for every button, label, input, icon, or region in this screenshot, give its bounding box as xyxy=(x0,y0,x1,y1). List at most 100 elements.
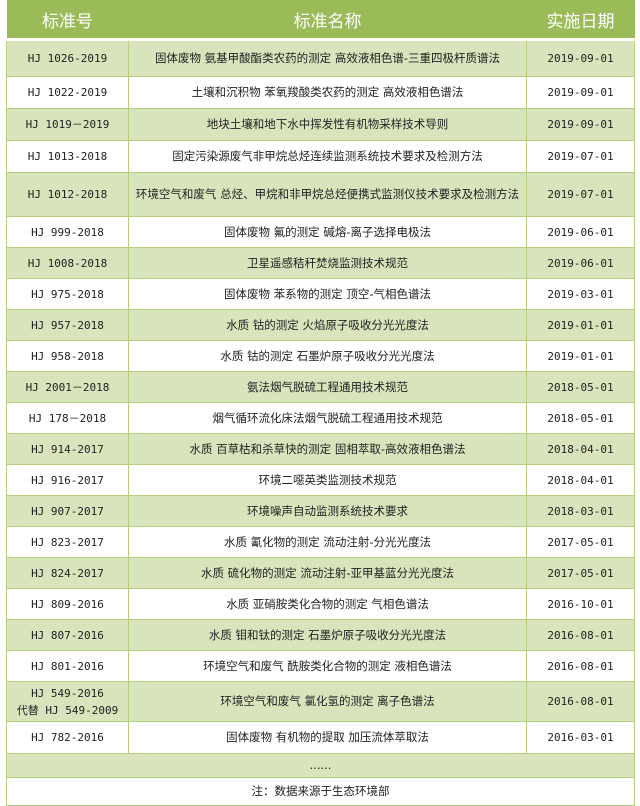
date-cell: 2019-06-01 xyxy=(526,247,635,279)
date-cell: 2019-01-01 xyxy=(526,340,635,372)
standard-code: HJ 916-2017 xyxy=(31,473,104,487)
code-cell: HJ 975-2018 xyxy=(6,278,129,310)
date-cell: 2018-04-01 xyxy=(526,433,635,465)
date-cell: 2018-04-01 xyxy=(526,464,635,496)
standard-code: HJ 1012-2018 xyxy=(27,188,108,201)
standard-code: HJ 999-2018 xyxy=(31,225,104,239)
code-cell: HJ 1022-2019 xyxy=(6,76,129,109)
table-row: HJ 824-2017 水质 硫化物的测定 流动注射-亚甲基蓝分光光度法 201… xyxy=(6,557,635,589)
name-cell: 水质 百草枯和杀草快的测定 固相萃取-高效液相色谱法 xyxy=(128,433,527,465)
table-row: HJ 1008-2018 卫星遥感秸秆焚烧监测技术规范 2019-06-01 xyxy=(6,247,635,279)
name-cell: 固体废物 氟的测定 碱熔-离子选择电极法 xyxy=(128,216,527,248)
standard-code: HJ 1022-2019 xyxy=(27,86,108,99)
standard-code: HJ 958-2018 xyxy=(31,349,104,363)
name-cell: 环境空气和废气 酰胺类化合物的测定 液相色谱法 xyxy=(128,650,527,682)
standards-table: 标准号 标准名称 实施日期 HJ 1026-2019 固体废物 氨基甲酸酯类农药… xyxy=(6,0,635,806)
table-row: HJ 1013-2018 固定污染源废气非甲烷总烃连续监测系统技术要求及检测方法… xyxy=(6,140,635,173)
table-row: HJ 1012-2018 环境空气和废气 总烃、甲烷和非甲烷总烃便携式监测仪技术… xyxy=(6,172,635,217)
table-row: HJ 1026-2019 固体废物 氨基甲酸酯类农药的测定 高效液相色谱-三重四… xyxy=(6,39,635,77)
header-code: 标准号 xyxy=(6,0,129,41)
code-cell: HJ 2001－2018 xyxy=(6,371,129,403)
name-cell: 环境空气和废气 总烃、甲烷和非甲烷总烃便携式监测仪技术要求及检测方法 xyxy=(128,172,527,217)
table-row: HJ 957-2018 水质 钴的测定 火焰原子吸收分光光度法 2019-01-… xyxy=(6,309,635,341)
date-cell: 2016-10-01 xyxy=(526,588,635,620)
code-cell: HJ 809-2016 xyxy=(6,588,129,620)
name-cell: 环境二噁英类监测技术规范 xyxy=(128,464,527,496)
name-cell: 水质 亚硝胺类化合物的测定 气相色谱法 xyxy=(128,588,527,620)
code-cell: HJ 999-2018 xyxy=(6,216,129,248)
code-cell: HJ 807-2016 xyxy=(6,619,129,651)
table-row: HJ 958-2018 水质 钴的测定 石墨炉原子吸收分光光度法 2019-01… xyxy=(6,340,635,372)
name-cell: 水质 氰化物的测定 流动注射-分光光度法 xyxy=(128,526,527,558)
date-cell: 2017-05-01 xyxy=(526,557,635,589)
table-row: HJ 1022-2019 土壤和沉积物 苯氧羧酸类农药的测定 高效液相色谱法 2… xyxy=(6,76,635,109)
table-row: HJ 549-2016 代替 HJ 549-2009 环境空气和废气 氯化氢的测定… xyxy=(6,681,635,722)
standard-code: HJ 549-2016 xyxy=(31,686,104,700)
name-cell: 地块土壤和地下水中挥发性有机物采样技术导则 xyxy=(128,108,527,141)
code-cell: HJ 907-2017 xyxy=(6,495,129,527)
name-cell: 固体废物 苯系物的测定 顶空-气相色谱法 xyxy=(128,278,527,310)
header-name: 标准名称 xyxy=(128,0,527,41)
code-cell: HJ 916-2017 xyxy=(6,464,129,496)
code-cell: HJ 1012-2018 xyxy=(6,172,129,217)
date-cell: 2016-03-01 xyxy=(526,721,635,754)
standard-code: HJ 975-2018 xyxy=(31,287,104,301)
date-cell: 2018-03-01 xyxy=(526,495,635,527)
standard-code: HJ 824-2017 xyxy=(31,566,104,580)
name-cell: 水质 钴的测定 火焰原子吸收分光光度法 xyxy=(128,309,527,341)
code-cell: HJ 549-2016 代替 HJ 549-2009 xyxy=(6,681,129,722)
standard-code: HJ 914-2017 xyxy=(31,442,104,456)
standard-code: HJ 782-2016 xyxy=(31,731,104,744)
source-note: 注：数据来源于生态环境部 xyxy=(6,777,635,806)
replaces-code: 代替 HJ 549-2009 xyxy=(16,703,119,717)
name-cell: 固体废物 有机物的提取 加压流体萃取法 xyxy=(128,721,527,754)
table-row: HJ 907-2017 环境噪声自动监测系统技术要求 2018-03-01 xyxy=(6,495,635,527)
date-cell: 2017-05-01 xyxy=(526,526,635,558)
standard-code: HJ 907-2017 xyxy=(31,504,104,518)
code-cell: HJ 1019－2019 xyxy=(6,108,129,141)
code-cell: HJ 801-2016 xyxy=(6,650,129,682)
date-cell: 2019-07-01 xyxy=(526,172,635,217)
name-cell: 环境噪声自动监测系统技术要求 xyxy=(128,495,527,527)
name-cell: 卫星遥感秸秆焚烧监测技术规范 xyxy=(128,247,527,279)
standard-code: HJ 801-2016 xyxy=(31,659,104,673)
standard-code: HJ 1013-2018 xyxy=(27,150,108,163)
table-row: HJ 809-2016 水质 亚硝胺类化合物的测定 气相色谱法 2016-10-… xyxy=(6,588,635,620)
standard-code: HJ 809-2016 xyxy=(31,597,104,611)
name-cell: 烟气循环流化床法烟气脱硫工程通用技术规范 xyxy=(128,402,527,434)
table-row: HJ 999-2018 固体废物 氟的测定 碱熔-离子选择电极法 2019-06… xyxy=(6,216,635,248)
date-cell: 2019-09-01 xyxy=(526,39,635,77)
date-cell: 2016-08-01 xyxy=(526,650,635,682)
date-cell: 2019-06-01 xyxy=(526,216,635,248)
code-cell: HJ 957-2018 xyxy=(6,309,129,341)
table-row: HJ 975-2018 固体废物 苯系物的测定 顶空-气相色谱法 2019-03… xyxy=(6,278,635,310)
name-cell: 水质 钼和钛的测定 石墨炉原子吸收分光光度法 xyxy=(128,619,527,651)
standard-code: HJ 178－2018 xyxy=(28,411,107,425)
date-cell: 2019-09-01 xyxy=(526,108,635,141)
standard-code: HJ 1019－2019 xyxy=(25,118,110,131)
name-cell: 氨法烟气脱硫工程通用技术规范 xyxy=(128,371,527,403)
code-cell: HJ 958-2018 xyxy=(6,340,129,372)
table-row: HJ 1019－2019 地块土壤和地下水中挥发性有机物采样技术导则 2019-… xyxy=(6,108,635,141)
date-cell: 2016-08-01 xyxy=(526,619,635,651)
date-cell: 2019-01-01 xyxy=(526,309,635,341)
code-cell: HJ 1013-2018 xyxy=(6,140,129,173)
table-header: 标准号 标准名称 实施日期 xyxy=(6,0,635,41)
date-cell: 2019-09-01 xyxy=(526,76,635,109)
table-row: HJ 807-2016 水质 钼和钛的测定 石墨炉原子吸收分光光度法 2016-… xyxy=(6,619,635,651)
code-cell: HJ 914-2017 xyxy=(6,433,129,465)
table-row: HJ 782-2016 固体废物 有机物的提取 加压流体萃取法 2016-03-… xyxy=(6,721,635,754)
date-cell: 2019-07-01 xyxy=(526,140,635,173)
date-cell: 2019-03-01 xyxy=(526,278,635,310)
header-date: 实施日期 xyxy=(526,0,635,41)
name-cell: 水质 钴的测定 石墨炉原子吸收分光光度法 xyxy=(128,340,527,372)
date-cell: 2016-08-01 xyxy=(526,681,635,722)
table-row: HJ 2001－2018 氨法烟气脱硫工程通用技术规范 2018-05-01 xyxy=(6,371,635,403)
code-cell: HJ 1008-2018 xyxy=(6,247,129,279)
standard-code: HJ 823-2017 xyxy=(31,535,104,549)
code-cell: HJ 824-2017 xyxy=(6,557,129,589)
code-cell: HJ 178－2018 xyxy=(6,402,129,434)
table-row: HJ 178－2018 烟气循环流化床法烟气脱硫工程通用技术规范 2018-05… xyxy=(6,402,635,434)
table-row: HJ 914-2017 水质 百草枯和杀草快的测定 固相萃取-高效液相色谱法 2… xyxy=(6,433,635,465)
date-cell: 2018-05-01 xyxy=(526,402,635,434)
